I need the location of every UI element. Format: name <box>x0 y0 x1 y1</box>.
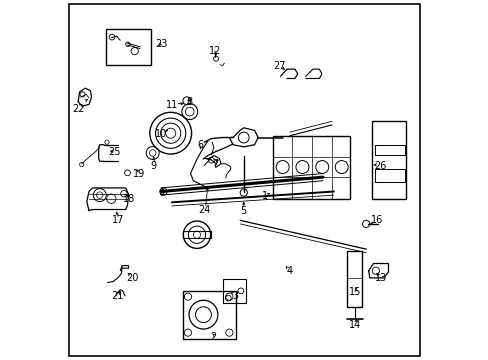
Text: 26: 26 <box>374 161 386 171</box>
Bar <box>223 279 246 303</box>
Text: 10: 10 <box>155 129 167 139</box>
Text: 24: 24 <box>198 204 210 215</box>
Text: 5: 5 <box>240 206 246 216</box>
Text: 2: 2 <box>210 332 216 342</box>
Text: 25: 25 <box>108 147 120 157</box>
Bar <box>371 121 406 199</box>
Text: 17: 17 <box>111 215 124 225</box>
Text: 18: 18 <box>122 194 134 204</box>
Text: 14: 14 <box>348 320 361 330</box>
Text: 11: 11 <box>165 100 178 110</box>
Text: 4: 4 <box>286 266 292 276</box>
Text: 12: 12 <box>208 46 221 56</box>
Text: 22: 22 <box>72 104 84 114</box>
Text: 9: 9 <box>150 161 157 171</box>
Bar <box>346 251 362 307</box>
Text: 23: 23 <box>155 39 167 49</box>
Text: 16: 16 <box>370 215 382 225</box>
Text: 1: 1 <box>262 191 268 201</box>
Text: 8: 8 <box>186 96 192 107</box>
Text: 27: 27 <box>273 60 285 71</box>
Text: 19: 19 <box>133 168 145 179</box>
Text: 15: 15 <box>348 287 361 297</box>
Text: 7: 7 <box>211 159 218 169</box>
Text: 21: 21 <box>111 291 124 301</box>
Text: 6: 6 <box>197 140 203 150</box>
Text: 13: 13 <box>374 273 386 283</box>
Bar <box>106 29 151 65</box>
Text: 20: 20 <box>126 273 138 283</box>
Text: 3: 3 <box>232 291 238 301</box>
